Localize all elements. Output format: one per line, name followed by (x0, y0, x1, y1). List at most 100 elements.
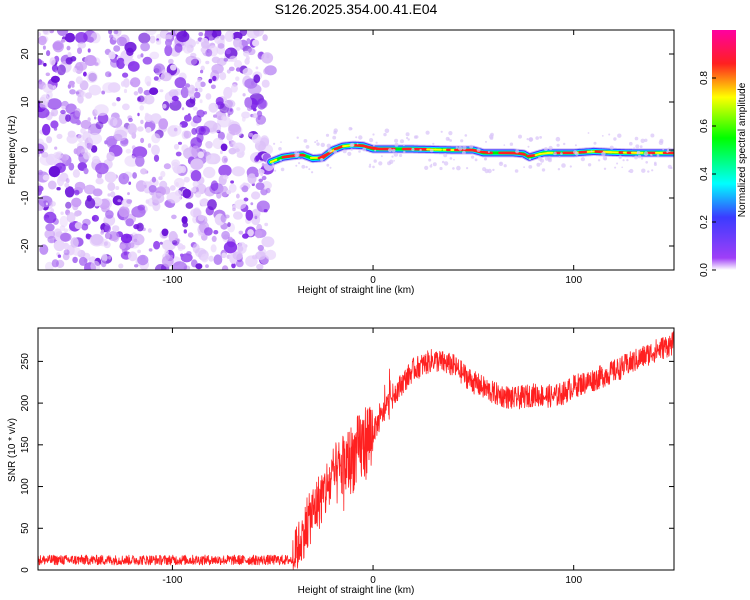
noise-dot (553, 151, 557, 156)
noise-dot (419, 148, 422, 152)
noise-dot (393, 160, 395, 162)
noise-dot (320, 142, 325, 148)
noise-dot (634, 136, 639, 141)
noise-blob (171, 95, 179, 102)
noise-blob (148, 248, 153, 252)
noise-blob (232, 31, 243, 41)
noise-dot (429, 164, 433, 168)
noise-blob (46, 91, 53, 99)
noise-dot (629, 141, 633, 146)
noise-blob (261, 175, 267, 181)
noise-dot (628, 170, 631, 173)
noise-dot (518, 134, 522, 139)
noise-blob (208, 78, 213, 84)
noise-dot (482, 167, 487, 172)
noise-blob (42, 30, 51, 36)
noise-blob (182, 188, 192, 199)
noise-blob (226, 189, 232, 195)
noise-blob (125, 148, 132, 154)
noise-blob (181, 216, 188, 224)
noise-blob (87, 117, 91, 122)
noise-blob (70, 237, 79, 248)
noise-blob (153, 76, 159, 81)
noise-blob (233, 60, 243, 69)
colorbar-tick-label: 0.2 (699, 215, 710, 229)
noise-blob (38, 31, 41, 37)
noise-blob (77, 47, 82, 54)
noise-blob (74, 210, 80, 217)
noise-blob (139, 105, 144, 111)
noise-blob (149, 51, 160, 60)
noise-blob (138, 32, 151, 44)
noise-blob (128, 251, 138, 262)
noise-blob (45, 223, 55, 232)
noise-dot (580, 157, 586, 162)
noise-blob (127, 192, 130, 196)
noise-blob (254, 229, 263, 239)
noise-blob (254, 172, 259, 178)
noise-dot (305, 145, 310, 149)
noise-blob (80, 119, 92, 130)
noise-blob (234, 199, 247, 210)
noise-blob (256, 263, 264, 270)
noise-blob (60, 109, 66, 115)
noise-dot (621, 166, 623, 169)
noise-blob (228, 66, 235, 72)
colorbar-label: Normalized spectral amplitude (737, 82, 748, 217)
noise-blob (116, 57, 126, 69)
noise-blob (221, 252, 227, 259)
noise-blob (174, 43, 183, 53)
noise-blob (228, 147, 237, 155)
noise-dot (500, 162, 502, 165)
noise-dot (540, 163, 542, 165)
noise-blob (178, 141, 182, 145)
noise-blob (259, 254, 270, 265)
noise-blob (195, 40, 200, 45)
colorbar-tick-label: 0.4 (699, 167, 710, 181)
noise-blob (147, 228, 152, 233)
noise-blob (204, 30, 213, 36)
noise-dot (469, 144, 474, 149)
noise-blob (167, 124, 182, 137)
noise-blob (161, 228, 169, 237)
noise-blob (132, 172, 138, 179)
noise-blob (127, 61, 140, 72)
noise-dot (280, 141, 282, 143)
noise-dot (432, 142, 435, 145)
noise-blob (136, 126, 144, 132)
noise-dot (453, 158, 455, 161)
noise-blob (108, 255, 112, 260)
noise-blob (261, 236, 275, 248)
noise-blob (59, 225, 66, 232)
noise-blob (47, 180, 57, 190)
noise-blob (228, 123, 242, 136)
noise-blob (221, 115, 227, 121)
noise-blob (65, 57, 73, 65)
noise-dot (503, 144, 506, 146)
noise-blob (57, 176, 65, 187)
noise-dot (369, 138, 374, 143)
noise-blob (124, 155, 139, 167)
x-tick-label: -100 (162, 575, 182, 586)
noise-blob (133, 91, 139, 96)
noise-dot (563, 142, 566, 146)
noise-blob (72, 67, 78, 73)
noise-blob (65, 201, 72, 209)
noise-dot (460, 139, 464, 143)
noise-dot (356, 142, 359, 145)
noise-blob (252, 39, 260, 47)
noise-blob (233, 211, 243, 220)
colorbar: 0.0 0.2 0.4 0.6 0.8 Normalized spectral ampl… (699, 30, 748, 277)
noise-dot (332, 135, 337, 140)
noise-blob (88, 84, 102, 96)
noise-blob (198, 87, 203, 93)
noise-blob (244, 58, 250, 65)
noise-dot (368, 165, 372, 168)
noise-dot (295, 164, 298, 167)
noise-blob (81, 223, 89, 231)
noise-blob (183, 130, 192, 139)
noise-dot (651, 169, 654, 172)
noise-blob (265, 187, 271, 194)
noise-blob (140, 53, 144, 58)
noise-blob (94, 116, 97, 120)
